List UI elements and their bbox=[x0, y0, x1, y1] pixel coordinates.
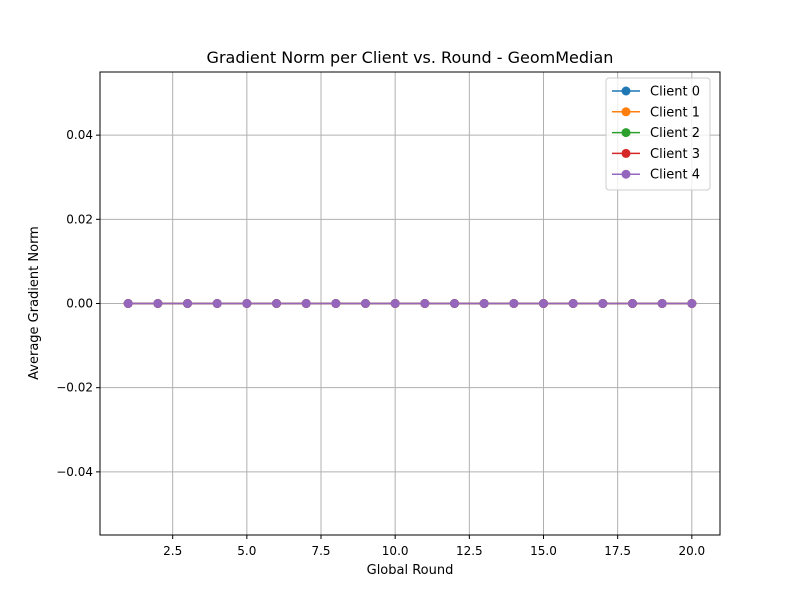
y-axis-ticks: −0.04 −0.02 0.00 0.02 0.04 bbox=[56, 128, 100, 479]
legend: Client 0 Client 1 Client 2 Client 3 Client 4 bbox=[605, 77, 711, 191]
y-axis-label: Average Gradient Norm bbox=[27, 226, 42, 380]
x-tick-label: 15.0 bbox=[530, 544, 557, 558]
data-point bbox=[657, 299, 667, 308]
data-point bbox=[538, 299, 548, 308]
data-point bbox=[212, 299, 222, 308]
y-tick-label: −0.04 bbox=[56, 465, 93, 479]
y-tick-label: 0.02 bbox=[66, 212, 93, 226]
data-point bbox=[627, 299, 637, 308]
x-tick-label: 20.0 bbox=[678, 544, 705, 558]
legend-marker bbox=[621, 86, 631, 96]
y-tick-label: 0.00 bbox=[66, 297, 93, 311]
legend-entry: Client 1 bbox=[612, 105, 700, 120]
x-tick-label: 12.5 bbox=[456, 544, 483, 558]
data-point bbox=[479, 299, 489, 308]
data-point bbox=[331, 299, 341, 308]
legend-entry: Client 0 bbox=[612, 85, 700, 100]
legend-entry: Client 3 bbox=[612, 147, 700, 162]
x-tick-label: 5.0 bbox=[237, 544, 256, 558]
legend-entry: Client 4 bbox=[612, 168, 700, 183]
legend-marker bbox=[621, 128, 631, 138]
data-point bbox=[183, 299, 193, 308]
x-axis-ticks: 2.5 5.0 7.5 10.0 12.5 15.0 17.5 20.0 bbox=[163, 535, 705, 558]
legend-marker bbox=[621, 169, 631, 179]
data-point bbox=[568, 299, 578, 308]
y-tick-label: 0.04 bbox=[66, 128, 93, 142]
legend-marker bbox=[621, 107, 631, 117]
legend-frame bbox=[605, 77, 711, 191]
data-point bbox=[272, 299, 282, 308]
data-point bbox=[598, 299, 608, 308]
x-tick-label: 10.0 bbox=[382, 544, 409, 558]
series-client-4 bbox=[123, 299, 697, 308]
legend-label: Client 1 bbox=[650, 105, 700, 120]
data-point bbox=[390, 299, 400, 308]
data-point bbox=[687, 299, 697, 308]
legend-entry: Client 2 bbox=[612, 126, 700, 141]
legend-marker bbox=[621, 148, 631, 158]
legend-label: Client 0 bbox=[650, 85, 700, 100]
data-series bbox=[123, 299, 697, 308]
x-tick-label: 17.5 bbox=[604, 544, 631, 558]
chart-title: Gradient Norm per Client vs. Round - Geo… bbox=[207, 48, 614, 67]
legend-label: Client 2 bbox=[650, 126, 700, 141]
legend-label: Client 3 bbox=[650, 147, 700, 162]
data-point bbox=[123, 299, 133, 308]
data-point bbox=[153, 299, 163, 308]
data-point bbox=[361, 299, 371, 308]
data-point bbox=[242, 299, 252, 308]
legend-label: Client 4 bbox=[650, 168, 700, 183]
x-tick-label: 7.5 bbox=[311, 544, 330, 558]
data-point bbox=[509, 299, 519, 308]
data-point bbox=[420, 299, 430, 308]
x-axis-label: Global Round bbox=[367, 563, 454, 578]
data-point bbox=[301, 299, 311, 308]
x-tick-label: 2.5 bbox=[163, 544, 182, 558]
data-point bbox=[449, 299, 459, 308]
y-tick-label: −0.02 bbox=[56, 381, 93, 395]
